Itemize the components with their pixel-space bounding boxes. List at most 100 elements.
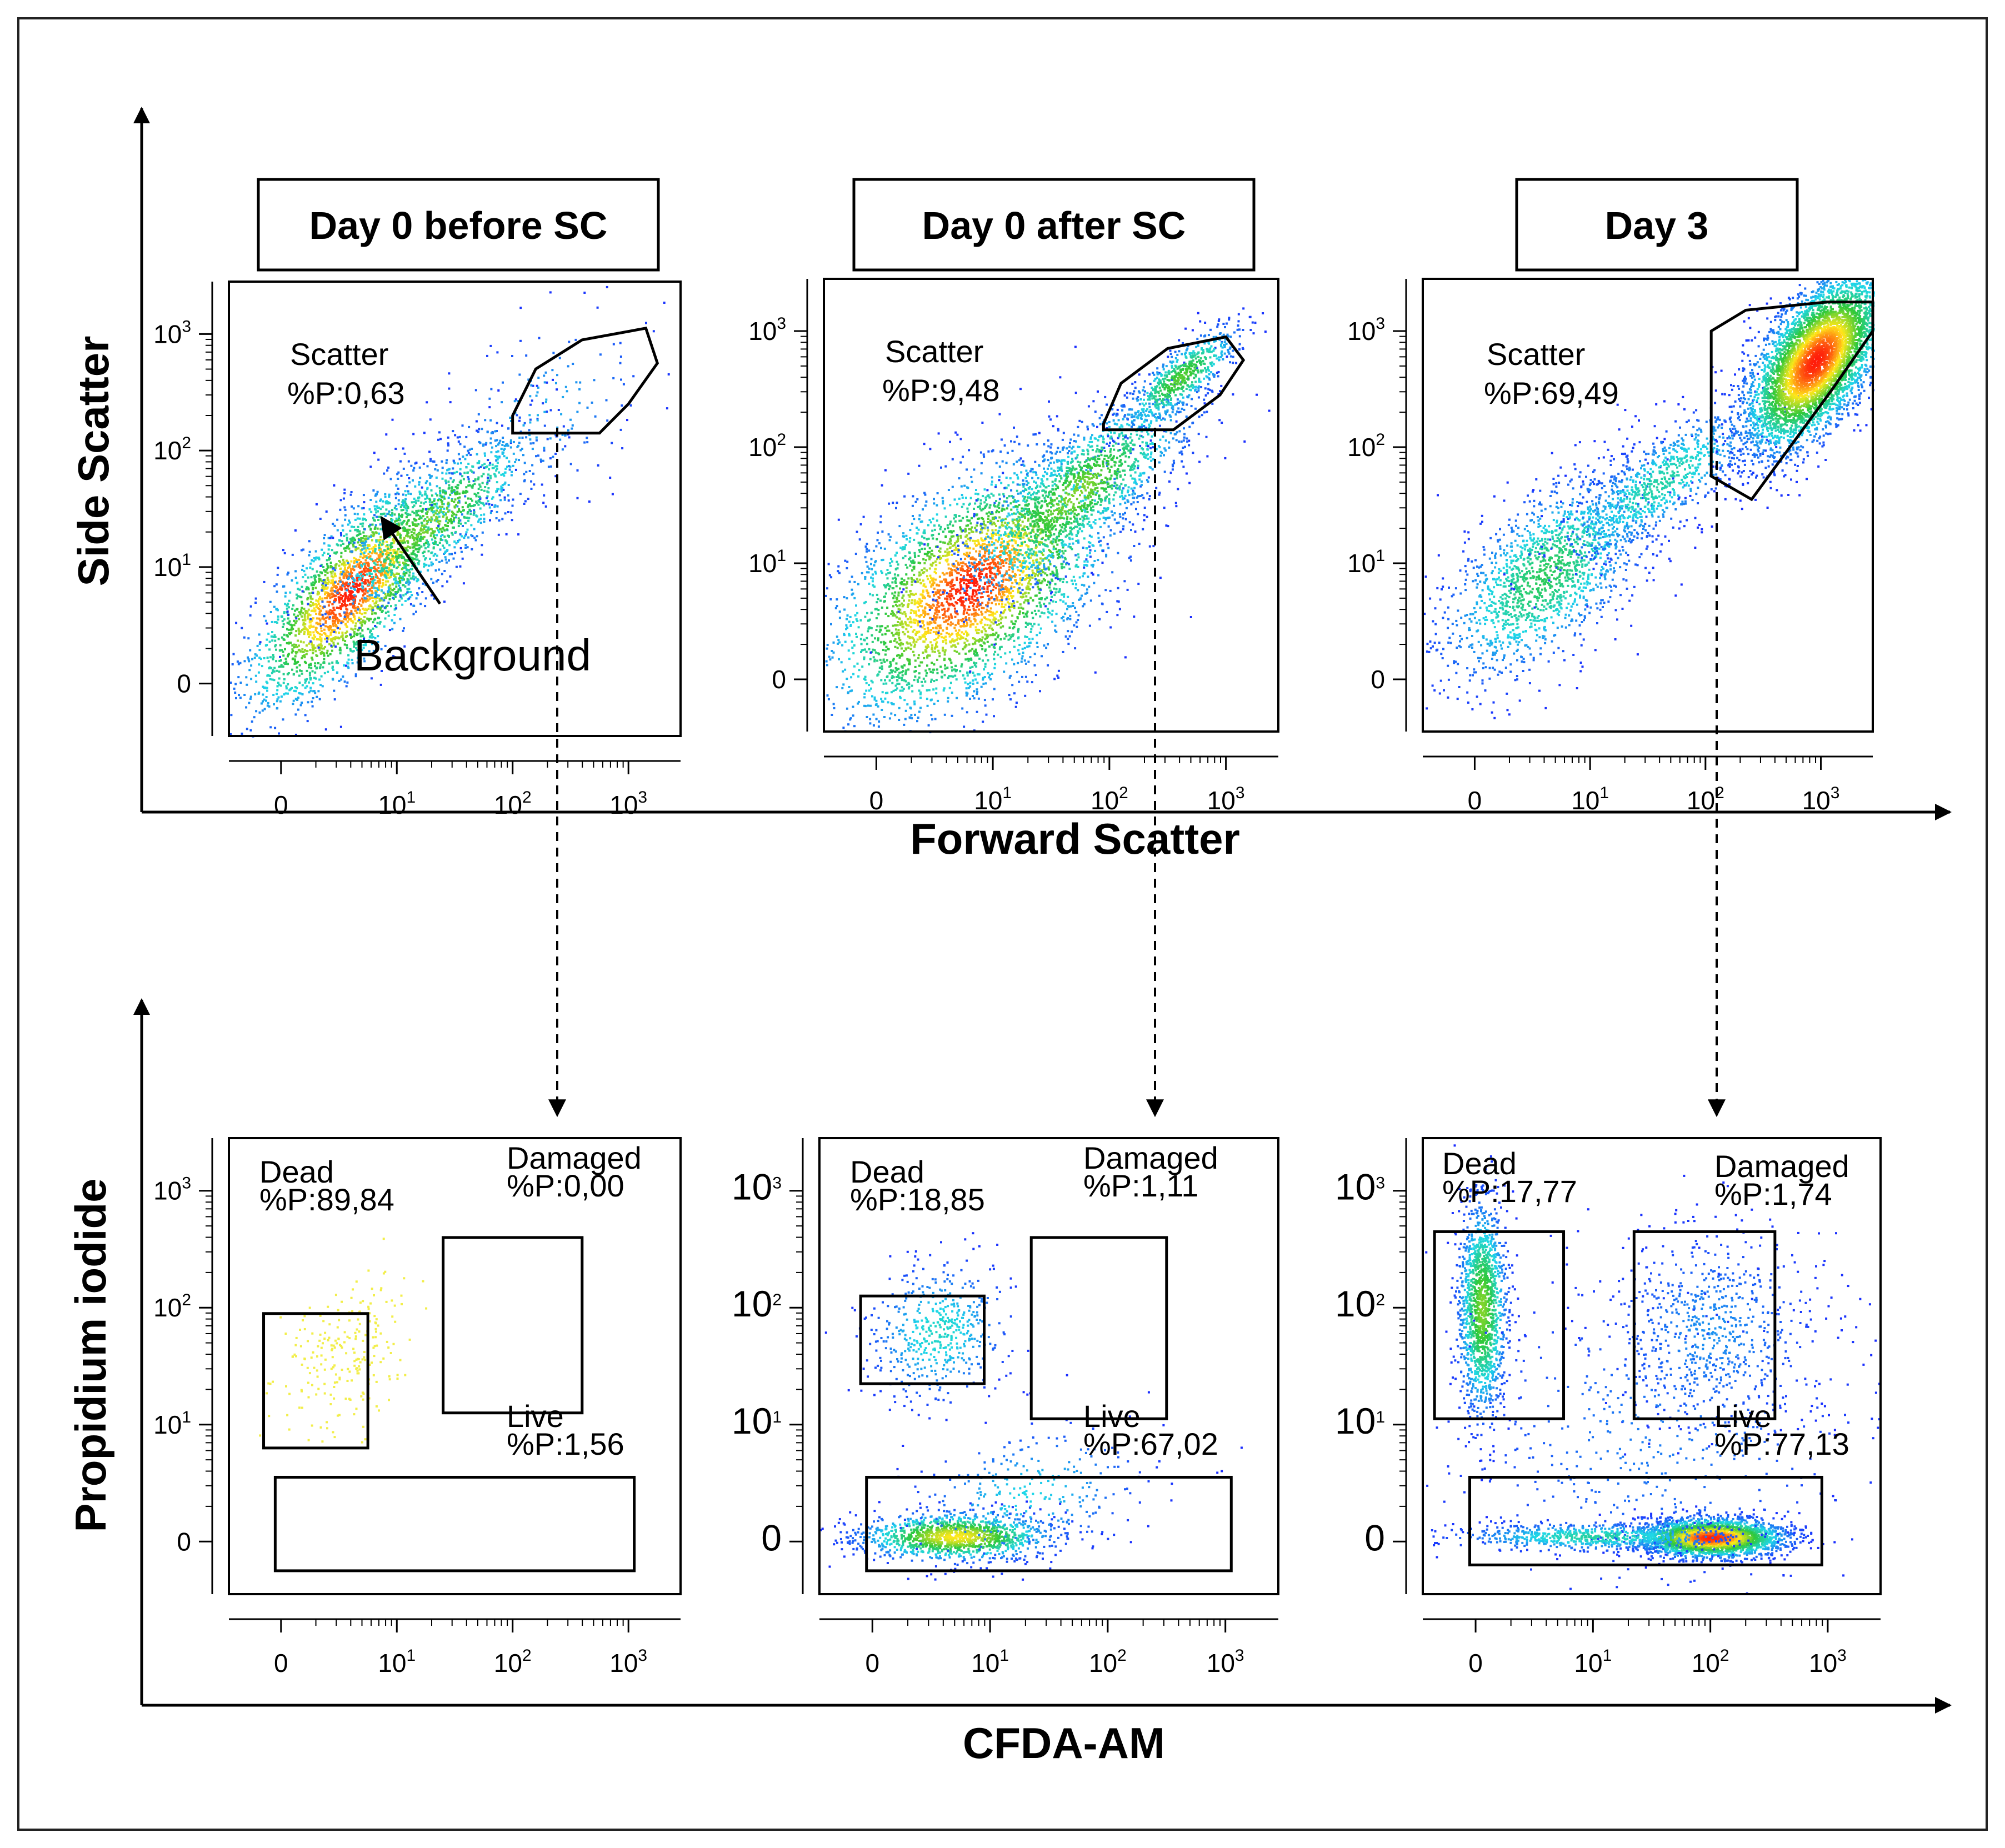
event-dot [443, 600, 446, 603]
event-dot [269, 641, 271, 643]
event-dot [414, 577, 417, 579]
event-dot [313, 690, 316, 692]
event-dot [275, 660, 277, 662]
event-dot [230, 714, 232, 716]
event-dot [283, 639, 286, 641]
event-dot [344, 623, 347, 625]
event-dot [263, 581, 266, 583]
event-dot [279, 644, 282, 647]
event-dot [342, 529, 344, 532]
event-dot [291, 608, 293, 610]
panel-title-box: Day 0 before SC [258, 179, 658, 270]
event-dot [254, 693, 256, 695]
event-dot [278, 660, 281, 662]
event-dot [448, 472, 451, 474]
event-dot [326, 563, 328, 565]
event-dot [243, 637, 246, 639]
event-dot [291, 628, 293, 630]
event-dot [293, 613, 295, 615]
event-dot [388, 532, 390, 534]
event-dot [307, 720, 309, 722]
event-dot [296, 667, 298, 669]
event-dot [327, 577, 329, 579]
event-dot [303, 655, 306, 657]
event-dot [329, 601, 331, 603]
event-dot [395, 585, 397, 588]
event-dot [372, 621, 374, 623]
event-dot [412, 605, 414, 607]
event-dot [250, 678, 252, 680]
event-dot [302, 565, 304, 567]
event-dot [293, 700, 295, 702]
event-dot [244, 660, 246, 662]
event-dot [304, 610, 307, 612]
event-dot [267, 633, 269, 635]
event-dot [340, 571, 342, 573]
event-dot [336, 563, 338, 565]
event-dot [234, 683, 237, 685]
panel-title: Day 0 before SC [309, 204, 608, 247]
event-dot [316, 503, 318, 505]
event-dot [376, 552, 378, 554]
event-dot [284, 648, 286, 650]
event-dot [429, 482, 431, 484]
event-dot [255, 680, 257, 683]
event-dot [435, 464, 437, 466]
event-dot [351, 505, 353, 508]
event-dot [302, 684, 304, 687]
event-dot [334, 525, 336, 527]
event-dot [373, 567, 375, 569]
event-dot [393, 575, 395, 577]
event-dot [328, 663, 331, 665]
event-dot [443, 570, 446, 572]
event-dot [382, 505, 384, 508]
event-dot [412, 469, 414, 472]
event-dot [363, 494, 365, 496]
event-dot [351, 620, 353, 622]
event-dot [327, 626, 329, 628]
event-dot [322, 666, 324, 668]
event-dot [330, 626, 332, 628]
event-dot [238, 694, 240, 696]
event-dot [346, 604, 348, 606]
event-dot [426, 497, 428, 499]
event-dot [324, 646, 326, 648]
event-dot [287, 603, 289, 605]
event-dot [332, 678, 334, 680]
event-dot [420, 545, 422, 548]
event-dot [385, 595, 387, 598]
event-dot [322, 566, 324, 568]
event-dot [283, 678, 286, 680]
event-dot [377, 617, 379, 619]
event-dot [303, 608, 306, 610]
event-dot [416, 597, 418, 599]
event-dot [334, 638, 336, 640]
event-dot [433, 510, 436, 513]
event-dot [324, 593, 326, 595]
event-dot [316, 606, 318, 608]
event-dot [339, 509, 341, 511]
event-dot [364, 590, 367, 592]
event-dot [357, 505, 359, 507]
event-dot [362, 523, 364, 525]
event-dot [330, 582, 332, 584]
event-dot [369, 529, 372, 531]
event-dot [310, 677, 312, 679]
event-dot [462, 525, 464, 527]
event-dot [384, 501, 387, 503]
event-dot [423, 555, 425, 557]
event-dot [360, 618, 362, 620]
event-dot [314, 665, 316, 667]
event-dot [319, 684, 322, 686]
event-dot [282, 651, 284, 653]
event-dot [344, 585, 346, 588]
event-dot [288, 600, 291, 602]
event-dot [308, 643, 310, 645]
event-dot [301, 673, 303, 675]
event-dot [340, 678, 342, 680]
event-dot [386, 469, 388, 472]
event-dot [501, 424, 503, 427]
event-dot [425, 597, 427, 599]
event-dot [273, 667, 276, 669]
event-dot [315, 587, 317, 589]
